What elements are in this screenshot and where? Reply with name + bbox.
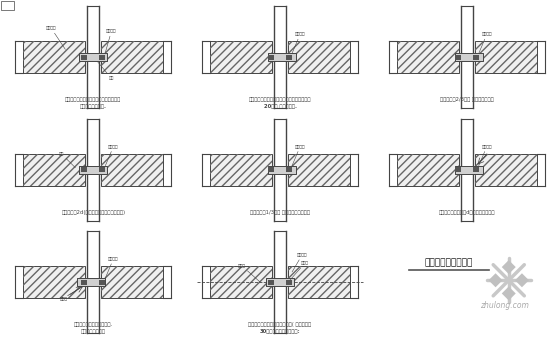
Text: 止水翼环: 止水翼环 [479, 32, 492, 53]
Bar [101, 154, 164, 186]
Text: 止水翼环: 止水翼环 [292, 32, 305, 53]
Bar [81, 279, 87, 284]
Bar [475, 41, 536, 73]
Bar [396, 154, 459, 186]
Bar [81, 167, 87, 172]
Bar [210, 154, 272, 186]
Bar [288, 41, 350, 73]
Bar [24, 154, 85, 186]
Bar [99, 167, 105, 172]
Bar [473, 55, 479, 60]
Text: 节二步骤：立管道，基层处理，卷材铺贴厚度: 节二步骤：立管道，基层处理，卷材铺贴厚度 [249, 97, 311, 102]
Text: 止水翼环: 止水翼环 [105, 257, 119, 278]
Bar [210, 41, 272, 73]
Bar [24, 41, 85, 73]
Bar [101, 154, 164, 186]
Bar [77, 278, 105, 286]
Text: 注浆管: 注浆管 [59, 287, 81, 301]
Text: 止水翼环: 止水翼环 [292, 253, 307, 272]
Bar [288, 154, 350, 186]
Bar [80, 53, 108, 61]
Bar [455, 53, 483, 61]
Text: 管道防渗漏施工方案: 管道防渗漏施工方案 [424, 259, 473, 268]
Bar [396, 41, 459, 73]
Bar [1, 1, 14, 10]
Bar [101, 266, 164, 298]
Bar [475, 41, 536, 73]
Text: 20厘米 先底后侧壁.: 20厘米 先底后侧壁. [264, 104, 297, 110]
Text: 膨胀圈: 膨胀圈 [290, 261, 309, 280]
Bar [268, 167, 274, 172]
Bar [80, 166, 108, 174]
Bar [286, 55, 292, 60]
Bar [101, 266, 164, 298]
Bar [99, 279, 105, 284]
Bar [288, 266, 350, 298]
Bar [288, 154, 350, 186]
Bar [268, 55, 274, 60]
Bar [24, 266, 85, 298]
Bar [286, 167, 292, 172]
Bar [99, 55, 105, 60]
Text: 止水翼环: 止水翼环 [105, 29, 116, 53]
Bar [210, 41, 272, 73]
Text: 节一步骤：管道穿墙处土层填塞稳固后，: 节一步骤：管道穿墙处土层填塞稳固后， [65, 97, 122, 102]
Bar [81, 55, 87, 60]
Text: 止水翼环: 止水翼环 [479, 145, 492, 166]
Text: 注浆: 注浆 [59, 152, 76, 168]
Text: 密封胶填嵌饱满化: 密封胶填嵌饱满化 [81, 329, 106, 334]
Text: 节八步骤：综合管道处理完毕后( 处理效果，: 节八步骤：综合管道处理完毕后( 处理效果， [249, 322, 311, 327]
Text: 30厘卷后立效果（步骤）:: 30厘卷后立效果（步骤）: [260, 329, 300, 334]
Bar [455, 166, 483, 174]
Text: 按区域系水等级平.: 按区域系水等级平. [80, 104, 107, 110]
Bar [286, 279, 292, 284]
Text: 止水带: 止水带 [238, 264, 260, 282]
Bar [268, 279, 274, 284]
Text: 节六步骤：套管里里d处后立标准处理后: 节六步骤：套管里里d处后立标准处理后 [438, 210, 495, 215]
Bar [268, 166, 296, 174]
Bar [24, 266, 85, 298]
Bar [475, 154, 536, 186]
Bar [210, 154, 272, 186]
Bar [24, 41, 85, 73]
Text: 止水翼环: 止水翼环 [105, 145, 119, 166]
Bar [455, 167, 461, 172]
Bar [288, 266, 350, 298]
Bar [473, 167, 479, 172]
Bar [268, 53, 296, 61]
Bar [101, 41, 164, 73]
Bar [210, 266, 272, 298]
Bar [210, 266, 272, 298]
Bar [396, 41, 459, 73]
Text: 节三步骤：2/3管件 管道处理完毕后: 节三步骤：2/3管件 管道处理完毕后 [440, 97, 493, 102]
Text: 节五步骤：1/3管件 管道处理完毕效果图: 节五步骤：1/3管件 管道处理完毕效果图 [250, 210, 310, 215]
Text: 套管翼环: 套管翼环 [46, 26, 66, 50]
Text: 密封: 密封 [97, 61, 114, 81]
Bar [455, 55, 461, 60]
Bar [101, 41, 164, 73]
Bar [396, 154, 459, 186]
Text: 止水翼环: 止水翼环 [292, 145, 305, 166]
Text: 节七步骤：套管处结构处理.: 节七步骤：套管处结构处理. [74, 322, 113, 327]
Bar [475, 154, 536, 186]
Text: 节四步骤：2d(标准处理管道处理完毕效果): 节四步骤：2d(标准处理管道处理完毕效果) [61, 210, 125, 215]
Text: zhulong.com: zhulong.com [480, 301, 529, 310]
Bar [288, 41, 350, 73]
Bar [266, 278, 294, 286]
Bar [24, 154, 85, 186]
